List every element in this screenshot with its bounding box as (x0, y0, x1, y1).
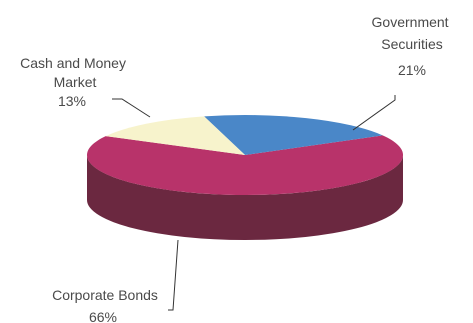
label-cash-line2: Market (54, 74, 97, 90)
label-government-securities: Government Securities (372, 14, 453, 52)
leader-line-corporate-bonds (168, 239, 179, 311)
label-corporate-bonds: Corporate Bonds (52, 287, 158, 303)
value-government-securities: 21% (398, 62, 426, 78)
leader-line-government-securities (352, 95, 396, 131)
slice-side-corporate-bonds (87, 155, 403, 240)
slice-cash-and-money-market (105, 116, 245, 155)
label-government-securities-line1: Government (372, 14, 449, 30)
label-cash-and-money-market: Cash and Money Market (20, 55, 130, 90)
label-cash-line1: Cash and Money (20, 55, 126, 71)
leader-line-cash-and-money-market (112, 98, 151, 118)
label-government-securities-line2: Securities (381, 36, 442, 52)
value-corporate-bonds: 66% (89, 309, 117, 323)
value-cash-and-money-market: 13% (58, 93, 86, 109)
slice-government-securities (204, 114, 383, 155)
slice-corporate-bonds (87, 135, 404, 195)
